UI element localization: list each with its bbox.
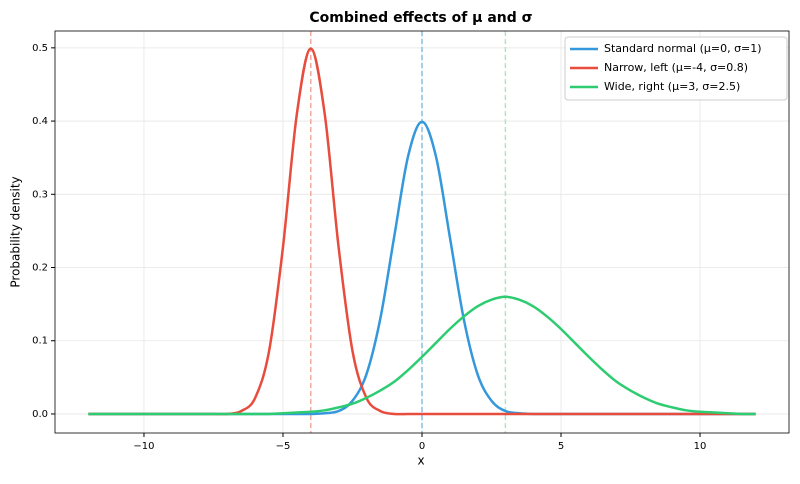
x-tick-label: −10 — [133, 441, 154, 452]
y-tick-label: 0.3 — [32, 189, 48, 200]
y-tick-label: 0.5 — [32, 43, 48, 54]
y-tick-label: 0.0 — [32, 409, 48, 420]
x-axis-label: x — [417, 454, 424, 468]
series-line — [88, 295, 756, 416]
x-tick-label: 10 — [694, 441, 707, 452]
legend: Standard normal (μ=0, σ=1) Narrow, left (… — [564, 36, 788, 101]
legend-label: Narrow, left (μ=-4, σ=0.8) — [604, 61, 748, 74]
x-tick-label: 5 — [558, 441, 564, 452]
legend-label: Standard normal (μ=0, σ=1) — [604, 42, 762, 55]
y-tick-label: 0.1 — [32, 336, 48, 347]
x-tick-label: −5 — [276, 441, 291, 452]
legend-box — [564, 36, 788, 101]
y-tick-label: 0.2 — [32, 263, 48, 274]
plot-frame — [54, 30, 790, 434]
x-tick-label: 0 — [419, 441, 425, 452]
y-axis-label: Probability density — [9, 176, 23, 287]
legend-label: Wide, right (μ=3, σ=2.5) — [604, 80, 740, 93]
chart-title: Combined effects of μ and σ — [309, 10, 532, 26]
y-tick-label: 0.4 — [32, 116, 48, 127]
